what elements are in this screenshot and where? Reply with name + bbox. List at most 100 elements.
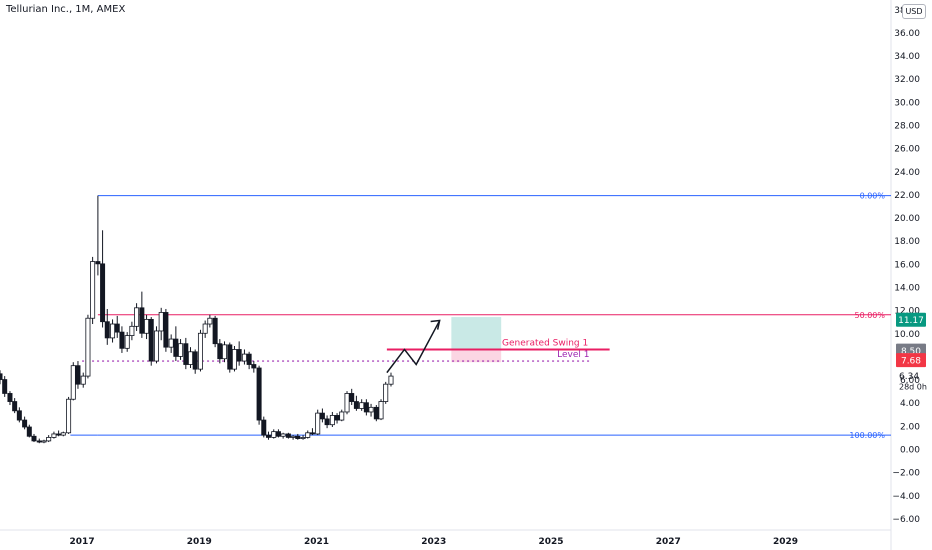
y-tick-label: 4.00 bbox=[900, 399, 920, 409]
badge-b-bg bbox=[896, 353, 926, 368]
candle-body bbox=[231, 349, 237, 370]
candle-body bbox=[148, 318, 154, 362]
fib-label: 50.00% bbox=[854, 311, 885, 320]
candle-body bbox=[56, 433, 62, 436]
candle-body bbox=[154, 330, 160, 362]
candle-body bbox=[110, 323, 116, 339]
candle-body bbox=[280, 433, 286, 437]
last-price-badge-text: 11.17 bbox=[898, 316, 924, 326]
candle-body bbox=[173, 338, 179, 357]
y-tick-label: 6.00 bbox=[900, 376, 920, 386]
candle-body bbox=[353, 401, 359, 409]
target-box bbox=[451, 317, 502, 363]
candle-body bbox=[2, 379, 8, 394]
candle-body bbox=[241, 353, 247, 362]
candle-body bbox=[251, 364, 257, 369]
candle-body bbox=[246, 353, 252, 365]
y-tick-label: 22.00 bbox=[894, 191, 920, 201]
badge-a-text: 8.50 bbox=[901, 347, 921, 357]
candle-body bbox=[60, 432, 66, 436]
candle-body bbox=[158, 312, 164, 332]
candle-body bbox=[388, 375, 394, 385]
candle-body bbox=[217, 343, 223, 360]
target-box-loss bbox=[451, 350, 502, 363]
fib-label: 0.00% bbox=[860, 192, 886, 201]
candle-body bbox=[144, 318, 150, 334]
y-tick-label: 30.00 bbox=[894, 98, 920, 108]
candle-body bbox=[324, 418, 330, 426]
y-axis-ticks: −6.00−4.00−2.000.002.004.006.008.0010.00… bbox=[892, 6, 920, 525]
candle-body bbox=[368, 406, 374, 413]
candle-body bbox=[36, 440, 42, 443]
x-tick-label: 2017 bbox=[70, 537, 95, 547]
candle-body bbox=[16, 410, 22, 421]
candle-body bbox=[139, 307, 145, 334]
badge-b-text: 7.68 bbox=[901, 357, 921, 367]
candle-body bbox=[349, 393, 355, 402]
y-tick-label: 18.00 bbox=[894, 237, 920, 247]
fibonacci-levels: 0.00% 50.00% 100.00% bbox=[70, 192, 891, 440]
projection-arrow bbox=[386, 319, 441, 374]
y-tick-label: 36.00 bbox=[894, 29, 920, 39]
candle-body bbox=[12, 401, 18, 412]
candle-body bbox=[95, 261, 101, 265]
x-tick-label: 2023 bbox=[421, 537, 446, 547]
candle-body bbox=[305, 432, 311, 438]
x-tick-label: 2021 bbox=[304, 537, 329, 547]
candle-body bbox=[46, 437, 52, 442]
candle-body bbox=[300, 437, 306, 439]
candle-body bbox=[227, 344, 233, 370]
y-tick-label: −2.00 bbox=[892, 469, 920, 479]
x-tick-label: 2029 bbox=[773, 537, 798, 547]
target-box-profit bbox=[451, 317, 502, 351]
candle-body bbox=[261, 419, 267, 436]
candle-body bbox=[256, 367, 262, 421]
candle-body bbox=[295, 435, 301, 439]
y-tick-label: 34.00 bbox=[894, 52, 920, 62]
candle-body bbox=[373, 406, 379, 420]
candle-body bbox=[334, 415, 340, 421]
candle-body bbox=[275, 431, 281, 437]
swing-label: Generated Swing 1 bbox=[502, 338, 588, 348]
candle-body bbox=[163, 312, 169, 348]
candle-body bbox=[183, 343, 189, 365]
y-tick-label: 28.00 bbox=[894, 121, 920, 131]
x-tick-label: 2027 bbox=[656, 537, 681, 547]
y-tick-label: −6.00 bbox=[892, 515, 920, 525]
y-tick-label: 24.00 bbox=[894, 168, 920, 178]
candle-body bbox=[114, 323, 120, 333]
candle-body bbox=[271, 431, 277, 438]
candle-body bbox=[31, 435, 37, 442]
candle-body bbox=[315, 412, 321, 435]
candle-body bbox=[222, 344, 228, 360]
currency-button[interactable]: USD bbox=[902, 4, 926, 19]
candle-body bbox=[85, 317, 91, 377]
candle-body bbox=[129, 325, 135, 336]
candle-body bbox=[119, 331, 125, 349]
candle-body bbox=[100, 263, 106, 323]
level-1-line: Level 1 bbox=[82, 350, 589, 362]
candle-body bbox=[178, 343, 184, 357]
candle-body bbox=[75, 365, 81, 385]
candle-body bbox=[339, 411, 345, 421]
countdown-text: 28d 0h bbox=[899, 383, 927, 392]
candle-body bbox=[168, 338, 174, 348]
x-tick-label: 2019 bbox=[187, 537, 212, 547]
candle-body bbox=[212, 317, 218, 345]
candle-body bbox=[51, 433, 57, 438]
y-tick-label: 2.00 bbox=[900, 422, 920, 432]
fib-label: 100.00% bbox=[849, 431, 885, 440]
candle-body bbox=[124, 335, 130, 349]
candle-body bbox=[188, 351, 194, 365]
y-tick-label: 14.00 bbox=[894, 283, 920, 293]
candle-body bbox=[90, 261, 96, 319]
last-price-badge-bg bbox=[896, 312, 926, 327]
chart-title: Tellurian Inc., 1M, AMEX bbox=[6, 4, 126, 15]
candle-body bbox=[378, 401, 384, 420]
candle-body bbox=[22, 419, 28, 428]
candle-body bbox=[70, 365, 76, 400]
candle-body bbox=[329, 415, 335, 426]
candle-body bbox=[265, 434, 271, 438]
